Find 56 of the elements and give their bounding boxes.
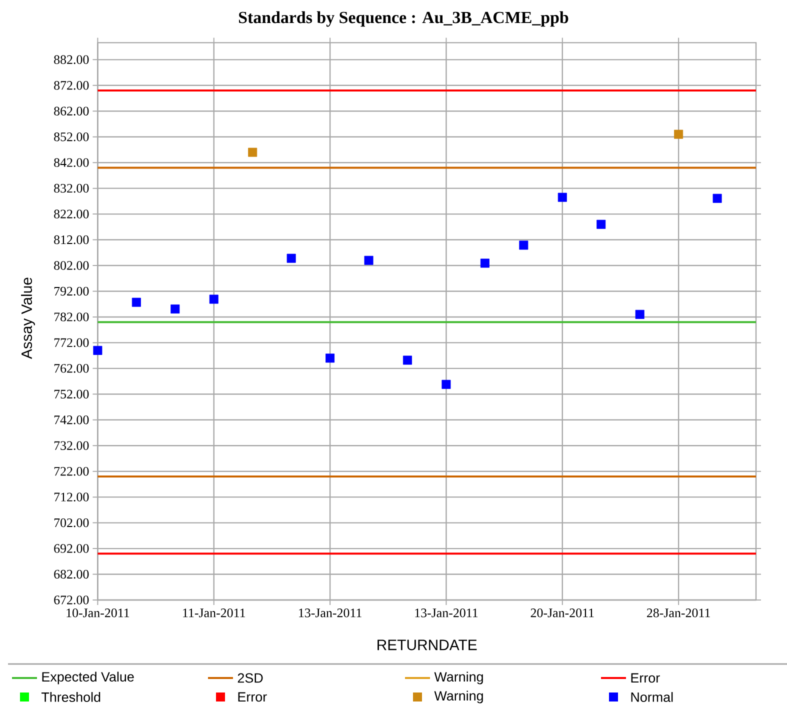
point xyxy=(209,294,218,304)
y-tick-label: 872.00 xyxy=(54,81,89,90)
y-tick-label: 772.00 xyxy=(54,338,89,348)
point xyxy=(596,220,606,229)
legend-label: 2SD xyxy=(238,673,263,683)
y-axis-title: Assay Value xyxy=(21,278,35,359)
point xyxy=(402,356,412,365)
point xyxy=(635,310,644,319)
y-tick-label: 792.00 xyxy=(54,286,89,296)
y-tick-label: 812.00 xyxy=(54,235,89,244)
point xyxy=(442,380,451,389)
legend-label: Expected Value xyxy=(42,672,134,684)
y-tick-label: 882.00 xyxy=(54,55,89,64)
y-tick-label: 702.00 xyxy=(54,518,89,528)
y-tick-label: 842.00 xyxy=(54,158,89,167)
legend-label: Error xyxy=(238,692,267,702)
y-tick-label: 722.00 xyxy=(54,466,89,476)
point xyxy=(93,346,102,355)
x-tick-label: 10-Jan-2011 xyxy=(66,608,130,618)
y-tick-label: 782.00 xyxy=(54,312,89,322)
y-tick-label: 852.00 xyxy=(54,132,89,142)
point xyxy=(674,130,684,139)
point xyxy=(558,192,567,202)
y-tick-label: 682.00 xyxy=(54,570,89,579)
legend-label: Error xyxy=(631,673,660,683)
legend-label: Normal xyxy=(631,692,673,702)
point xyxy=(170,304,180,314)
x-tick-label: 13-Jan-2011 xyxy=(415,608,478,618)
y-tick-label: 802.00 xyxy=(54,261,89,270)
point xyxy=(286,254,296,263)
y-tick-label: 742.00 xyxy=(54,415,89,424)
point xyxy=(480,258,490,268)
legend-label: Threshold xyxy=(41,692,100,702)
y-tick-label: 732.00 xyxy=(54,441,89,450)
y-tick-label: 692.00 xyxy=(54,544,89,553)
y-tick-label: 822.00 xyxy=(54,210,89,218)
y-tick-label: 712.00 xyxy=(54,492,89,502)
y-tick-label: 832.00 xyxy=(54,184,89,193)
point xyxy=(326,354,335,363)
point xyxy=(519,240,528,250)
legend-label: Warning xyxy=(434,690,483,704)
x-tick-label: 13-Jan-2011 xyxy=(299,608,362,618)
point xyxy=(364,256,374,265)
y-tick-label: 862.00 xyxy=(54,106,89,116)
y-tick-label: 672.00 xyxy=(54,596,89,604)
chart-title: Standards by Sequence : Au_3B_ACME_ppb xyxy=(239,11,568,27)
text: Warning xyxy=(434,672,483,684)
point xyxy=(132,298,141,307)
y-tick-label: 752.00 xyxy=(54,390,89,399)
x-tick-label: 11-Jan-2011 xyxy=(183,608,245,618)
point xyxy=(712,194,722,203)
x-tick-label: 20-Jan-2011 xyxy=(530,608,594,618)
y-tick-label: 762.00 xyxy=(54,364,89,373)
point xyxy=(248,148,258,157)
x-tick-label: 28-Jan-2011 xyxy=(646,608,710,618)
x-axis-title: RETURNDATE xyxy=(378,640,477,650)
